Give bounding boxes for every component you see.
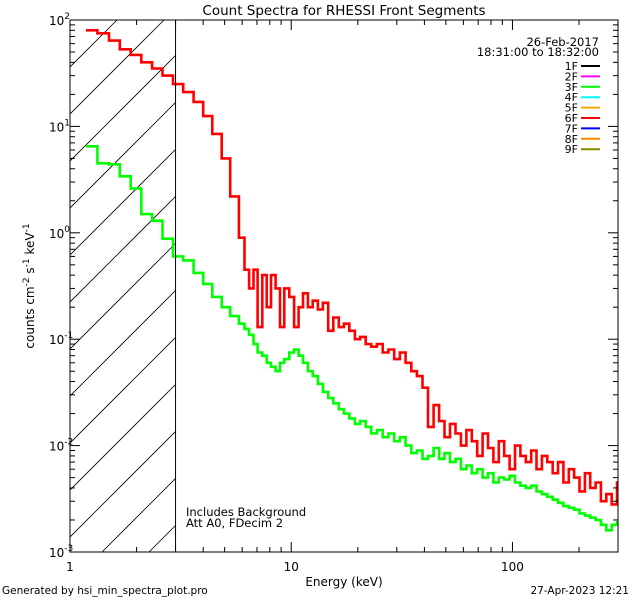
- legend-label-7F: 7F: [565, 122, 578, 135]
- below-threshold-hatching: [70, 20, 618, 552]
- x-tick-label: 1: [66, 560, 74, 574]
- annotation-attenuator: Att A0, FDecim 2: [186, 516, 283, 530]
- hatch-line: [70, 20, 259, 209]
- legend-label-1F: 1F: [565, 60, 578, 73]
- legend-label-2F: 2F: [565, 70, 578, 83]
- time-range-label: 18:31:00 to 18:32:00: [477, 45, 599, 59]
- x-tick-label: 10: [284, 560, 299, 574]
- hatch-line: [70, 20, 212, 162]
- tick-labels: 1 10 100 10-3 10-2 10-1 100 101 102: [49, 12, 524, 574]
- y-tick-label: 100: [49, 225, 70, 241]
- annotation-background: Includes Background: [186, 505, 306, 519]
- series-6F: [85, 29, 618, 506]
- y-tick-label: 10-3: [49, 544, 73, 560]
- legend-label-5F: 5F: [565, 102, 578, 115]
- plot-frame: [69, 19, 619, 553]
- legend-label-6F: 6F: [565, 112, 578, 125]
- axis-ticks: [69, 20, 619, 553]
- x-tick-label: 100: [501, 560, 524, 574]
- y-tick-label: 10-1: [49, 331, 73, 347]
- hatch-line: [70, 20, 165, 115]
- y-tick-label: 10-2: [49, 438, 73, 454]
- series-3F: [85, 145, 618, 532]
- y-tick-label: 102: [49, 12, 70, 28]
- y-axis-label: counts cm-2 s-1 keV-1: [22, 223, 37, 348]
- footer-timestamp: 27-Apr-2023 12:21: [530, 585, 629, 597]
- date-label: 26-Feb-2017: [526, 35, 599, 49]
- legend-label-9F: 9F: [565, 143, 578, 156]
- x-axis-label: Energy (keV): [305, 575, 382, 589]
- hatch-line: [70, 20, 118, 68]
- y-tick-label: 101: [49, 118, 70, 134]
- legend-label-4F: 4F: [565, 91, 578, 104]
- legend-label-3F: 3F: [565, 81, 578, 94]
- chart-title: Count Spectra for RHESSI Front Segments: [202, 3, 485, 19]
- series-layer: [85, 29, 618, 532]
- legend-label-8F: 8F: [565, 133, 578, 146]
- hatch-line: [70, 20, 71, 21]
- footer-generated-by: Generated by hsi_min_spectra_plot.pro: [2, 585, 208, 597]
